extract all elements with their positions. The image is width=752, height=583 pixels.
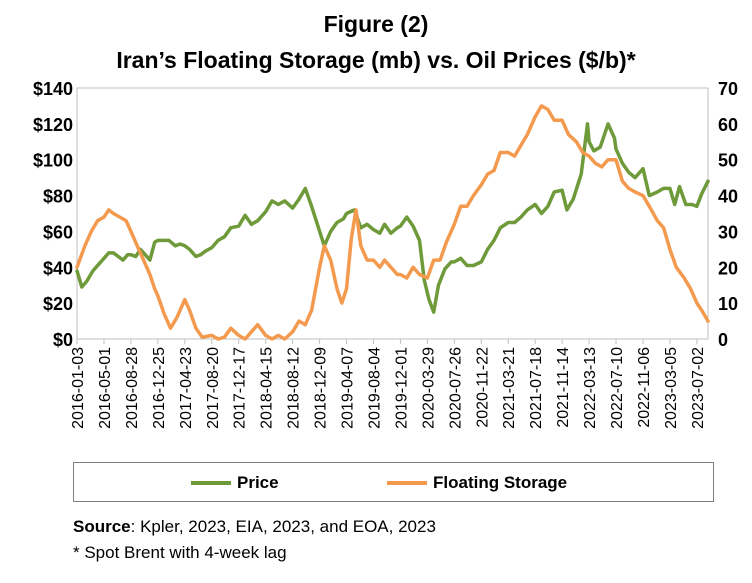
x-tick-label: 2019-04-07: [340, 347, 357, 429]
x-tick-label: 2017-08-20: [205, 347, 222, 429]
x-tick-label: 2020-03-29: [420, 347, 437, 429]
y-right-tick-label: 40: [718, 187, 738, 207]
y-right-tick-label: 10: [718, 294, 738, 314]
x-tick-label: 2023-03-05: [663, 347, 680, 429]
legend-item-floating-storage: Floating Storage: [387, 472, 567, 494]
legend-label-price: Price: [237, 473, 279, 492]
chart-subtitle: Iran’s Floating Storage (mb) vs. Oil Pri…: [116, 47, 636, 73]
x-tick-label: 2016-01-03: [70, 347, 87, 429]
line-chart: $0 $20 $40 $60 $80 $100 $120 $140 0 10 20 30 40 50 60 7…: [33, 79, 738, 429]
chart-legend: Price Floating Storage: [73, 462, 714, 502]
y-left-tick-label: $40: [43, 258, 73, 278]
x-tick-label: 2021-11-14: [555, 347, 572, 428]
y-left-tick-label: $0: [53, 330, 73, 350]
series-line-floating-storage: [75, 104, 710, 341]
y-right-tick-label: 20: [718, 258, 738, 278]
x-tick-label: 2018-08-12: [286, 347, 303, 429]
legend-swatch-floating-storage: [387, 481, 427, 485]
x-tick-label: 2016-05-01: [97, 347, 114, 429]
x-tick-label: 2018-04-15: [259, 347, 276, 429]
x-tick-label: 2021-07-18: [528, 347, 545, 429]
y-left-tick-label: $60: [43, 222, 73, 242]
y-left-tick-label: $80: [43, 187, 73, 207]
x-tick-label: 2019-08-04: [366, 347, 383, 429]
y-left-tick-label: $100: [33, 151, 73, 171]
x-tick-label: 2021-03-21: [501, 347, 518, 429]
y-right-tick-label: 70: [718, 79, 738, 99]
y-right-tick-label: 0: [718, 330, 728, 350]
x-tick-label: 2022-07-10: [609, 347, 626, 429]
footnote: * Spot Brent with 4-week lag: [73, 543, 287, 562]
source-text: : Kpler, 2023, EIA, 2023, and EOA, 2023: [130, 517, 436, 536]
source-note: Source: Kpler, 2023, EIA, 2023, and EOA,…: [73, 516, 436, 538]
y-left-tick-label: $120: [33, 115, 73, 135]
x-tick-label: 2016-12-25: [151, 347, 168, 429]
y-right-tick-label: 50: [718, 151, 738, 171]
series-line-price: [75, 122, 710, 314]
x-tick-label: 2022-11-06: [636, 347, 653, 428]
x-tick-label: 2020-07-26: [447, 347, 464, 429]
x-tick-label: 2018-12-09: [313, 347, 330, 429]
y-right-tick-label: 60: [718, 115, 738, 135]
x-tick-label: 2017-04-23: [178, 347, 195, 429]
plot-area: [76, 87, 709, 340]
x-tick-label: 2022-03-13: [582, 347, 599, 429]
legend-label-floating-storage: Floating Storage: [433, 473, 568, 492]
x-tick-label: 2016-08-28: [124, 347, 141, 429]
x-tick-label: 2020-11-22: [474, 347, 491, 428]
legend-item-price: Price: [191, 472, 279, 494]
y-left-tick-label: $140: [33, 79, 73, 99]
y-left-tick-label: $20: [43, 294, 73, 314]
y-right-tick-label: 30: [718, 222, 738, 242]
source-label: Source: [73, 517, 131, 536]
x-tick-label: 2019-12-01: [393, 347, 410, 429]
chart-title: Figure (2): [323, 11, 429, 37]
x-tick-label: 2017-12-17: [232, 347, 249, 429]
legend-swatch-price: [191, 481, 231, 485]
x-tick-label: 2023-07-02: [690, 347, 707, 429]
